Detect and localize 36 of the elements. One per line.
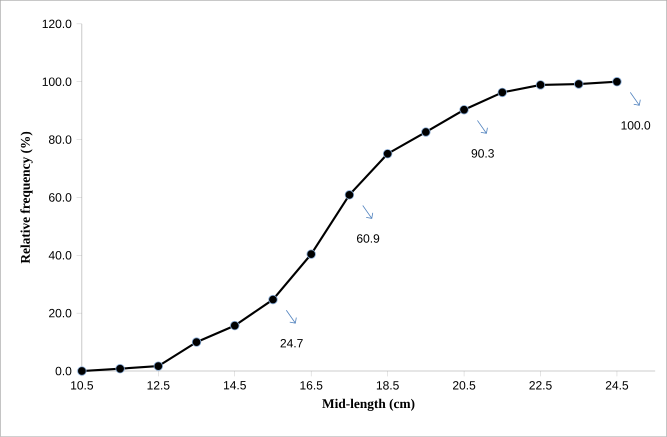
x-tick-label: 20.5: [452, 381, 476, 390]
point: [154, 361, 163, 371]
data-label: 60.9: [357, 234, 380, 243]
point: [574, 79, 584, 89]
x-tick-label: 12.5: [148, 381, 170, 390]
point: [77, 366, 87, 376]
x-tick-label: 22.5: [529, 381, 552, 390]
y-tick-label: 120.0: [42, 20, 72, 28]
y-tick-label: 0.0: [56, 366, 72, 376]
y-tick-label: 80.0: [48, 135, 72, 144]
point: [344, 190, 354, 200]
point: [421, 127, 431, 137]
point: [192, 337, 202, 347]
point: [498, 88, 507, 98]
y-tick-label: 20.0: [49, 308, 72, 318]
point: [612, 77, 622, 86]
point: [268, 294, 278, 304]
data-label: 100.0: [622, 121, 650, 130]
y-tick-label: 100.0: [42, 78, 72, 86]
x-tick-label: 10.5: [71, 381, 94, 390]
y-tick-label: 40.0: [48, 251, 72, 260]
point: [115, 364, 125, 374]
point: [306, 250, 316, 259]
x-tick-label: 14.5: [224, 381, 246, 390]
data-label: 90.3: [472, 149, 494, 158]
x-axis-title: Mid-length (cm): [322, 398, 414, 411]
point: [459, 105, 469, 114]
point: [382, 149, 392, 158]
y-axis-title: Relative frequency (%): [20, 132, 33, 264]
y-tick-label: 60.0: [49, 193, 72, 202]
x-tick-label: 24.5: [606, 381, 628, 390]
x-tick-label: 18.5: [376, 381, 399, 390]
x-tick-label: 16.5: [300, 381, 322, 390]
data-label: 24.7: [280, 339, 303, 348]
point: [230, 320, 240, 330]
point: [536, 80, 546, 90]
